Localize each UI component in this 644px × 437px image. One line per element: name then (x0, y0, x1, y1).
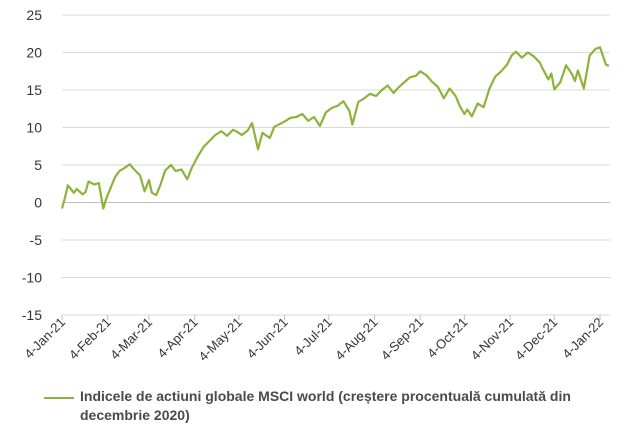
y-tick-label: -10 (22, 270, 42, 286)
series-line-0 (60, 46, 610, 210)
x-tick-label: 4-Sep-21 (378, 315, 426, 363)
x-tick-label: 4-Oct-21 (424, 315, 470, 361)
x-tick-label: 4-Jan-22 (559, 315, 606, 362)
series-lines (60, 46, 610, 210)
x-tick-label: 4-Mar-21 (107, 315, 155, 363)
y-tick-label: 5 (34, 157, 42, 173)
x-tick-label: 4-Nov-21 (468, 315, 516, 363)
x-axis (61, 202, 610, 320)
y-tick-label: 15 (26, 82, 42, 98)
y-tick-label: -5 (30, 232, 43, 248)
grid-lines (62, 14, 610, 316)
legend-label: Indicele de actiuni globale MSCI world (… (80, 388, 571, 423)
x-tick-label: 4-Jun-21 (244, 315, 291, 362)
x-axis-tick-labels: 4-Jan-214-Feb-214-Mar-21 4-Apr-214-May-21… (21, 315, 606, 364)
y-axis-tick-labels: 25 20 15 10 5 0 -5 -10 -15 (22, 7, 42, 323)
legend-swatch (44, 397, 74, 399)
x-tick-label: 4-Aug-21 (332, 315, 380, 363)
x-tick-label: 4-Feb-21 (66, 315, 114, 363)
y-tick-label: 0 (34, 195, 42, 211)
x-tick-label: 4-Jul-21 (291, 315, 335, 359)
x-tick-label: 4-May-21 (196, 315, 245, 364)
y-tick-label: -15 (22, 307, 42, 323)
x-tick-label: 4-Apr-21 (154, 315, 200, 361)
y-tick-label: 20 (26, 45, 42, 61)
x-tick-label: 4-Dec-21 (512, 315, 560, 363)
y-tick-label: 25 (26, 7, 42, 23)
y-tick-label: 10 (26, 120, 42, 136)
legend: Indicele de actiuni globale MSCI world (… (44, 387, 634, 425)
chart: 25 20 15 10 5 0 -5 -10 -15 4-Jan-214-Feb-214-Mar… (21, 7, 610, 364)
